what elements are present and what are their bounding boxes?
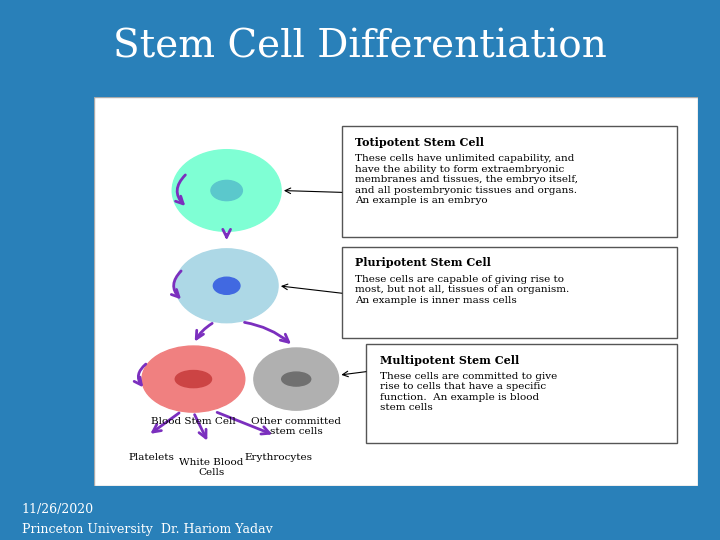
Ellipse shape [211,180,243,201]
Text: Stem Cell Differentiation: Stem Cell Differentiation [113,28,607,65]
Ellipse shape [175,249,278,323]
FancyBboxPatch shape [341,247,678,338]
Text: Platelets: Platelets [128,453,174,462]
FancyBboxPatch shape [366,344,678,443]
Text: These cells have unlimited capability, and
have the ability to form extraembryon: These cells have unlimited capability, a… [356,154,578,205]
Ellipse shape [254,348,338,410]
FancyBboxPatch shape [94,97,698,486]
Ellipse shape [282,372,311,386]
Text: These cells are capable of giving rise to
most, but not all, tissues of an organ: These cells are capable of giving rise t… [356,275,570,305]
Text: Pluripotent Stem Cell: Pluripotent Stem Cell [356,258,491,268]
Text: Other committed
stem cells: Other committed stem cells [251,417,341,436]
Text: 11/26/2020: 11/26/2020 [22,503,94,516]
Text: Totipotent Stem Cell: Totipotent Stem Cell [356,137,485,148]
Text: Multipotent Stem Cell: Multipotent Stem Cell [379,355,519,366]
Ellipse shape [172,150,281,231]
Text: These cells are committed to give
rise to cells that have a specific
function.  : These cells are committed to give rise t… [379,372,557,412]
Text: Erythrocytes: Erythrocytes [244,453,312,462]
Text: Blood Stem Cell: Blood Stem Cell [151,417,235,426]
Ellipse shape [213,277,240,294]
Text: Princeton University  Dr. Hariom Yadav: Princeton University Dr. Hariom Yadav [22,523,272,536]
FancyBboxPatch shape [341,126,678,237]
Ellipse shape [175,370,212,388]
Text: White Blood
Cells: White Blood Cells [179,458,244,477]
Ellipse shape [142,346,245,412]
